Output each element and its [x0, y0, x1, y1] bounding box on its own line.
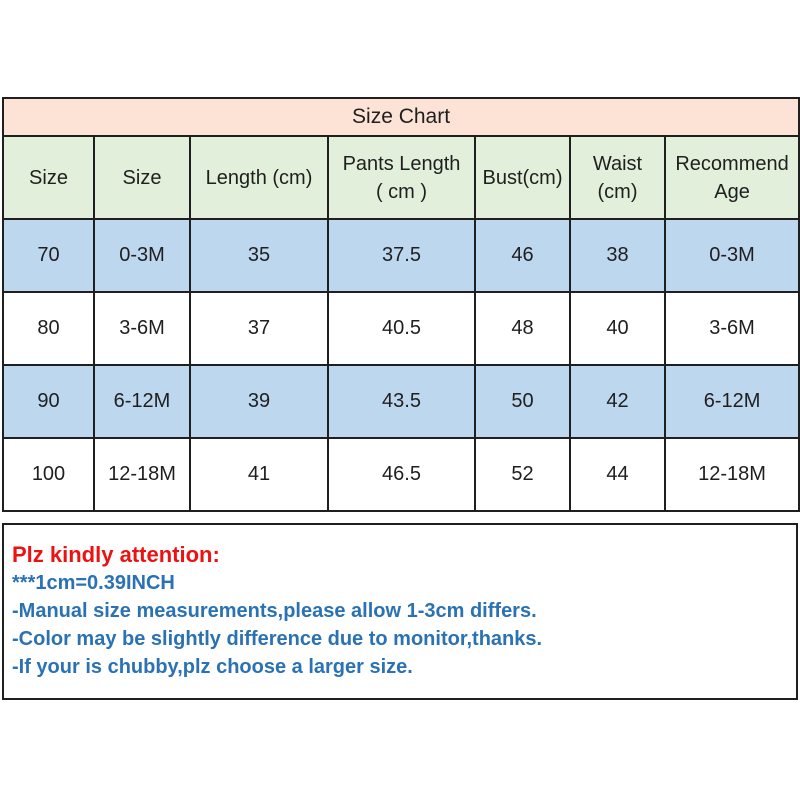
table-cell: 46.5: [327, 437, 476, 512]
table-cell: 80: [2, 291, 95, 366]
table-cell: 6-12M: [663, 364, 800, 439]
size-chart-table: Size Chart Size Size Length (cm) Pants L…: [1, 97, 800, 512]
note-line-color-difference: -Color may be slightly difference due to…: [12, 628, 543, 650]
table-cell: 3-6M: [93, 291, 191, 366]
column-header-length: Length (cm): [189, 135, 329, 220]
table-row-size-70: 70 0-3M 35 37.5 46 38 0-3M: [2, 218, 800, 293]
notes-box: Plz kindly attention: ***1cm=0.39INCH -M…: [2, 523, 798, 700]
table-row-size-100: 100 12-18M 41 46.5 52 44 12-18M: [2, 437, 800, 512]
note-line-manual-measurement: -Manual size measurements,please allow 1…: [12, 600, 537, 622]
column-header-size: Size: [2, 135, 95, 220]
table-row-size-80: 80 3-6M 37 40.5 48 40 3-6M: [2, 291, 800, 366]
table-cell: 42: [569, 364, 666, 439]
table-cell: 12-18M: [93, 437, 191, 512]
note-line-chubby-size: -If your is chubby,plz choose a larger s…: [12, 656, 413, 678]
column-header-bust: Bust(cm): [474, 135, 571, 220]
column-header-size-months: Size: [93, 135, 191, 220]
column-header-waist: Waist (cm): [569, 135, 666, 220]
table-cell: 40.5: [327, 291, 476, 366]
column-header-recommend-age: Recommend Age: [663, 135, 800, 220]
table-cell: 44: [569, 437, 666, 512]
table-cell: 70: [2, 218, 95, 293]
note-line-cm-inch: ***1cm=0.39INCH: [12, 572, 175, 594]
table-cell: 38: [569, 218, 666, 293]
table-cell: 41: [189, 437, 329, 512]
table-cell: 0-3M: [93, 218, 191, 293]
table-cell: 39: [189, 364, 329, 439]
table-cell: 50: [474, 364, 571, 439]
notes-heading: Plz kindly attention:: [12, 542, 220, 567]
table-cell: 48: [474, 291, 571, 366]
table-cell: 0-3M: [663, 218, 800, 293]
table-cell: 90: [2, 364, 95, 439]
table-cell: 35: [189, 218, 329, 293]
table-title-row: Size Chart: [1, 97, 800, 137]
table-cell: 12-18M: [663, 437, 800, 512]
table-cell: 100: [2, 437, 95, 512]
column-header-pants-length: Pants Length ( cm ): [327, 135, 476, 220]
table-cell: 37.5: [327, 218, 476, 293]
table-cell: 37: [189, 291, 329, 366]
table-cell: 43.5: [327, 364, 476, 439]
table-cell: 40: [569, 291, 666, 366]
table-cell: 6-12M: [93, 364, 191, 439]
table-cell: 46: [474, 218, 571, 293]
table-header-row: Size Size Length (cm) Pants Length ( cm …: [2, 135, 800, 220]
table-row-size-90: 90 6-12M 39 43.5 50 42 6-12M: [2, 364, 800, 439]
table-cell: 3-6M: [663, 291, 800, 366]
table-cell: 52: [474, 437, 571, 512]
table-title: Size Chart: [1, 97, 800, 137]
